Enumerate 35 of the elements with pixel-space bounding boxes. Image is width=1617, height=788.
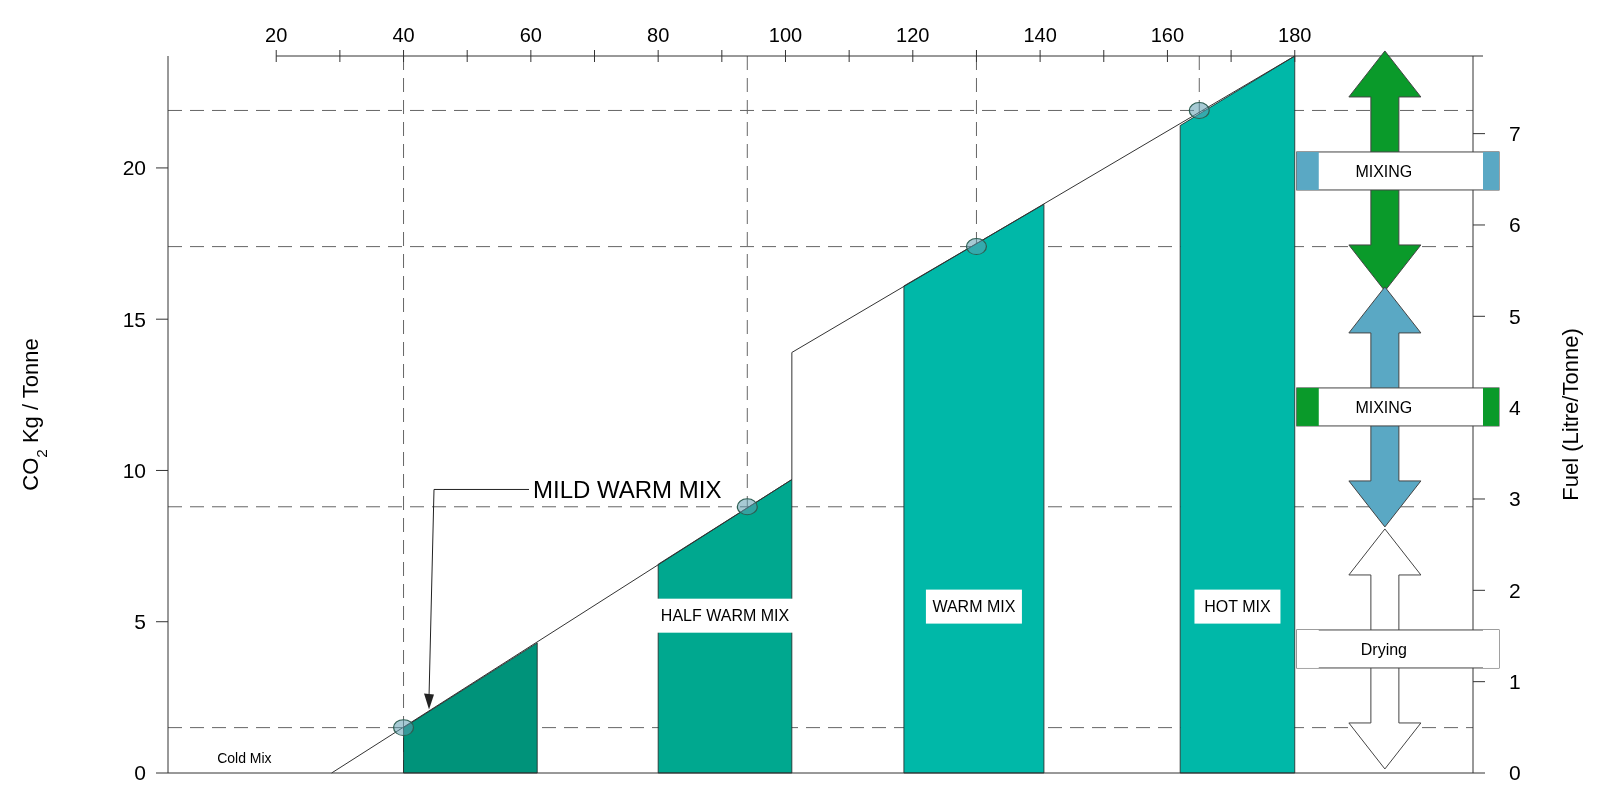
point [736,498,758,516]
y-tick-label: 20 [122,156,146,180]
point [1188,101,1210,119]
annotation: Cold Mix [217,749,272,766]
x-tick-label: 80 [647,24,670,46]
annotation: MIXING [1355,398,1413,416]
y2-tick-label: 4 [1509,396,1521,419]
annotation: Drying [1360,640,1407,658]
annotation: WARM MIX [932,598,1016,616]
x-tick-label: 100 [768,24,803,46]
point [965,238,987,256]
x-tick-label: 180 [1278,24,1312,46]
y-tick-label: 0 [134,761,146,785]
y2-tick-label: 3 [1509,487,1521,511]
y2-tick-label: 2 [1509,578,1521,602]
y2-tick-label: 0 [1509,761,1521,785]
annotation: HALF WARM MIX [660,607,790,625]
annotation: MILD WARM MIX [533,475,722,503]
y2-tick-label: 5 [1509,304,1521,328]
point [393,719,415,737]
annotation: MIXING [1355,162,1413,180]
x-tick-label: 120 [896,24,930,46]
x-tick-label: 40 [392,24,415,46]
x-tick-label: 140 [1023,24,1057,46]
x-tick-label: 160 [1150,24,1185,46]
annotation: HOT MIX [1204,598,1271,616]
y-tick-label: 5 [134,610,146,634]
y2-tick-label: 7 [1509,121,1521,145]
y-tick-label: 15 [122,307,146,331]
x-tick-label: 20 [265,24,288,46]
y2-axis-title: Fuel (Litre/Tonne) [1558,328,1583,501]
y-tick-label: 10 [122,458,146,482]
x-tick-label: 60 [519,24,542,46]
y2-tick-label: 1 [1509,670,1521,694]
y2-tick-label: 6 [1509,213,1521,237]
